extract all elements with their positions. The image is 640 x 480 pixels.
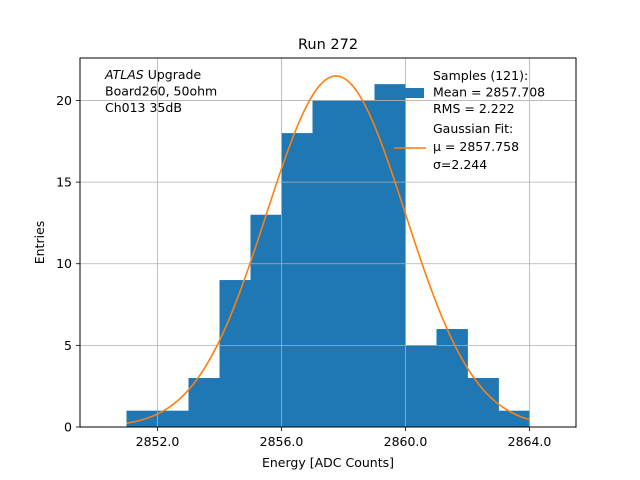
histogram-bar [281, 133, 313, 427]
annotation-text: Ch013 35dB [105, 100, 182, 115]
legend-text: σ=2.244 [433, 157, 487, 172]
plot-frame [79, 57, 577, 428]
histogram-bar [374, 84, 406, 427]
y-axis-ticks: 0 5 10 15 20 [56, 93, 80, 435]
chart-title: Run 272 [298, 37, 358, 53]
x-axis-label: Energy [ADC Counts] [262, 455, 394, 470]
grid [80, 58, 576, 428]
y-axis-label: Entries [32, 221, 47, 265]
histogram-bar [126, 410, 158, 427]
histogram-bar [250, 214, 282, 427]
histogram-bar [467, 378, 499, 427]
x-tick-label: 2860.0 [384, 434, 428, 449]
x-axis-ticks: 2852.0 2856.0 2860.0 2864.0 [136, 427, 552, 449]
x-tick-label: 2852.0 [136, 434, 180, 449]
legend-text: μ = 2857.758 [433, 139, 519, 154]
annotation-line: ATLAS Upgrade [104, 67, 201, 82]
y-tick-label: 10 [56, 256, 72, 271]
histogram-bar [157, 410, 189, 427]
annotation-text: Board260, 50ohm [105, 84, 217, 99]
annotation-text: Upgrade [144, 67, 202, 82]
y-tick-label: 20 [56, 93, 72, 108]
legend-bar-swatch [404, 88, 424, 98]
annotation-line: Ch013 35dB [105, 100, 182, 115]
y-tick-label: 0 [64, 420, 72, 435]
annotation-line: Board260, 50ohm [105, 84, 217, 99]
y-tick-label: 5 [64, 338, 72, 353]
annotation-italic: ATLAS [104, 67, 144, 82]
atlas-annotation: ATLAS Upgrade Board260, 50ohm Ch013 35dB [104, 67, 217, 115]
legend-text: RMS = 2.222 [433, 101, 515, 116]
legend-text: Mean = 2857.708 [433, 85, 545, 100]
x-tick-label: 2856.0 [260, 434, 304, 449]
gaussian-fit [126, 75, 530, 425]
legend-text: Gaussian Fit: [433, 121, 513, 136]
histogram-bar [436, 329, 468, 427]
histogram-bar [188, 378, 220, 427]
legend-text: Samples (121): [433, 68, 528, 83]
x-tick-label: 2864.0 [508, 434, 552, 449]
gaussian-fit-curve [126, 75, 530, 425]
y-tick-label: 15 [56, 175, 72, 190]
histogram-bar [405, 345, 437, 427]
legend: Samples (121): Mean = 2857.708 RMS = 2.2… [394, 68, 545, 172]
histogram-bar [498, 410, 530, 427]
